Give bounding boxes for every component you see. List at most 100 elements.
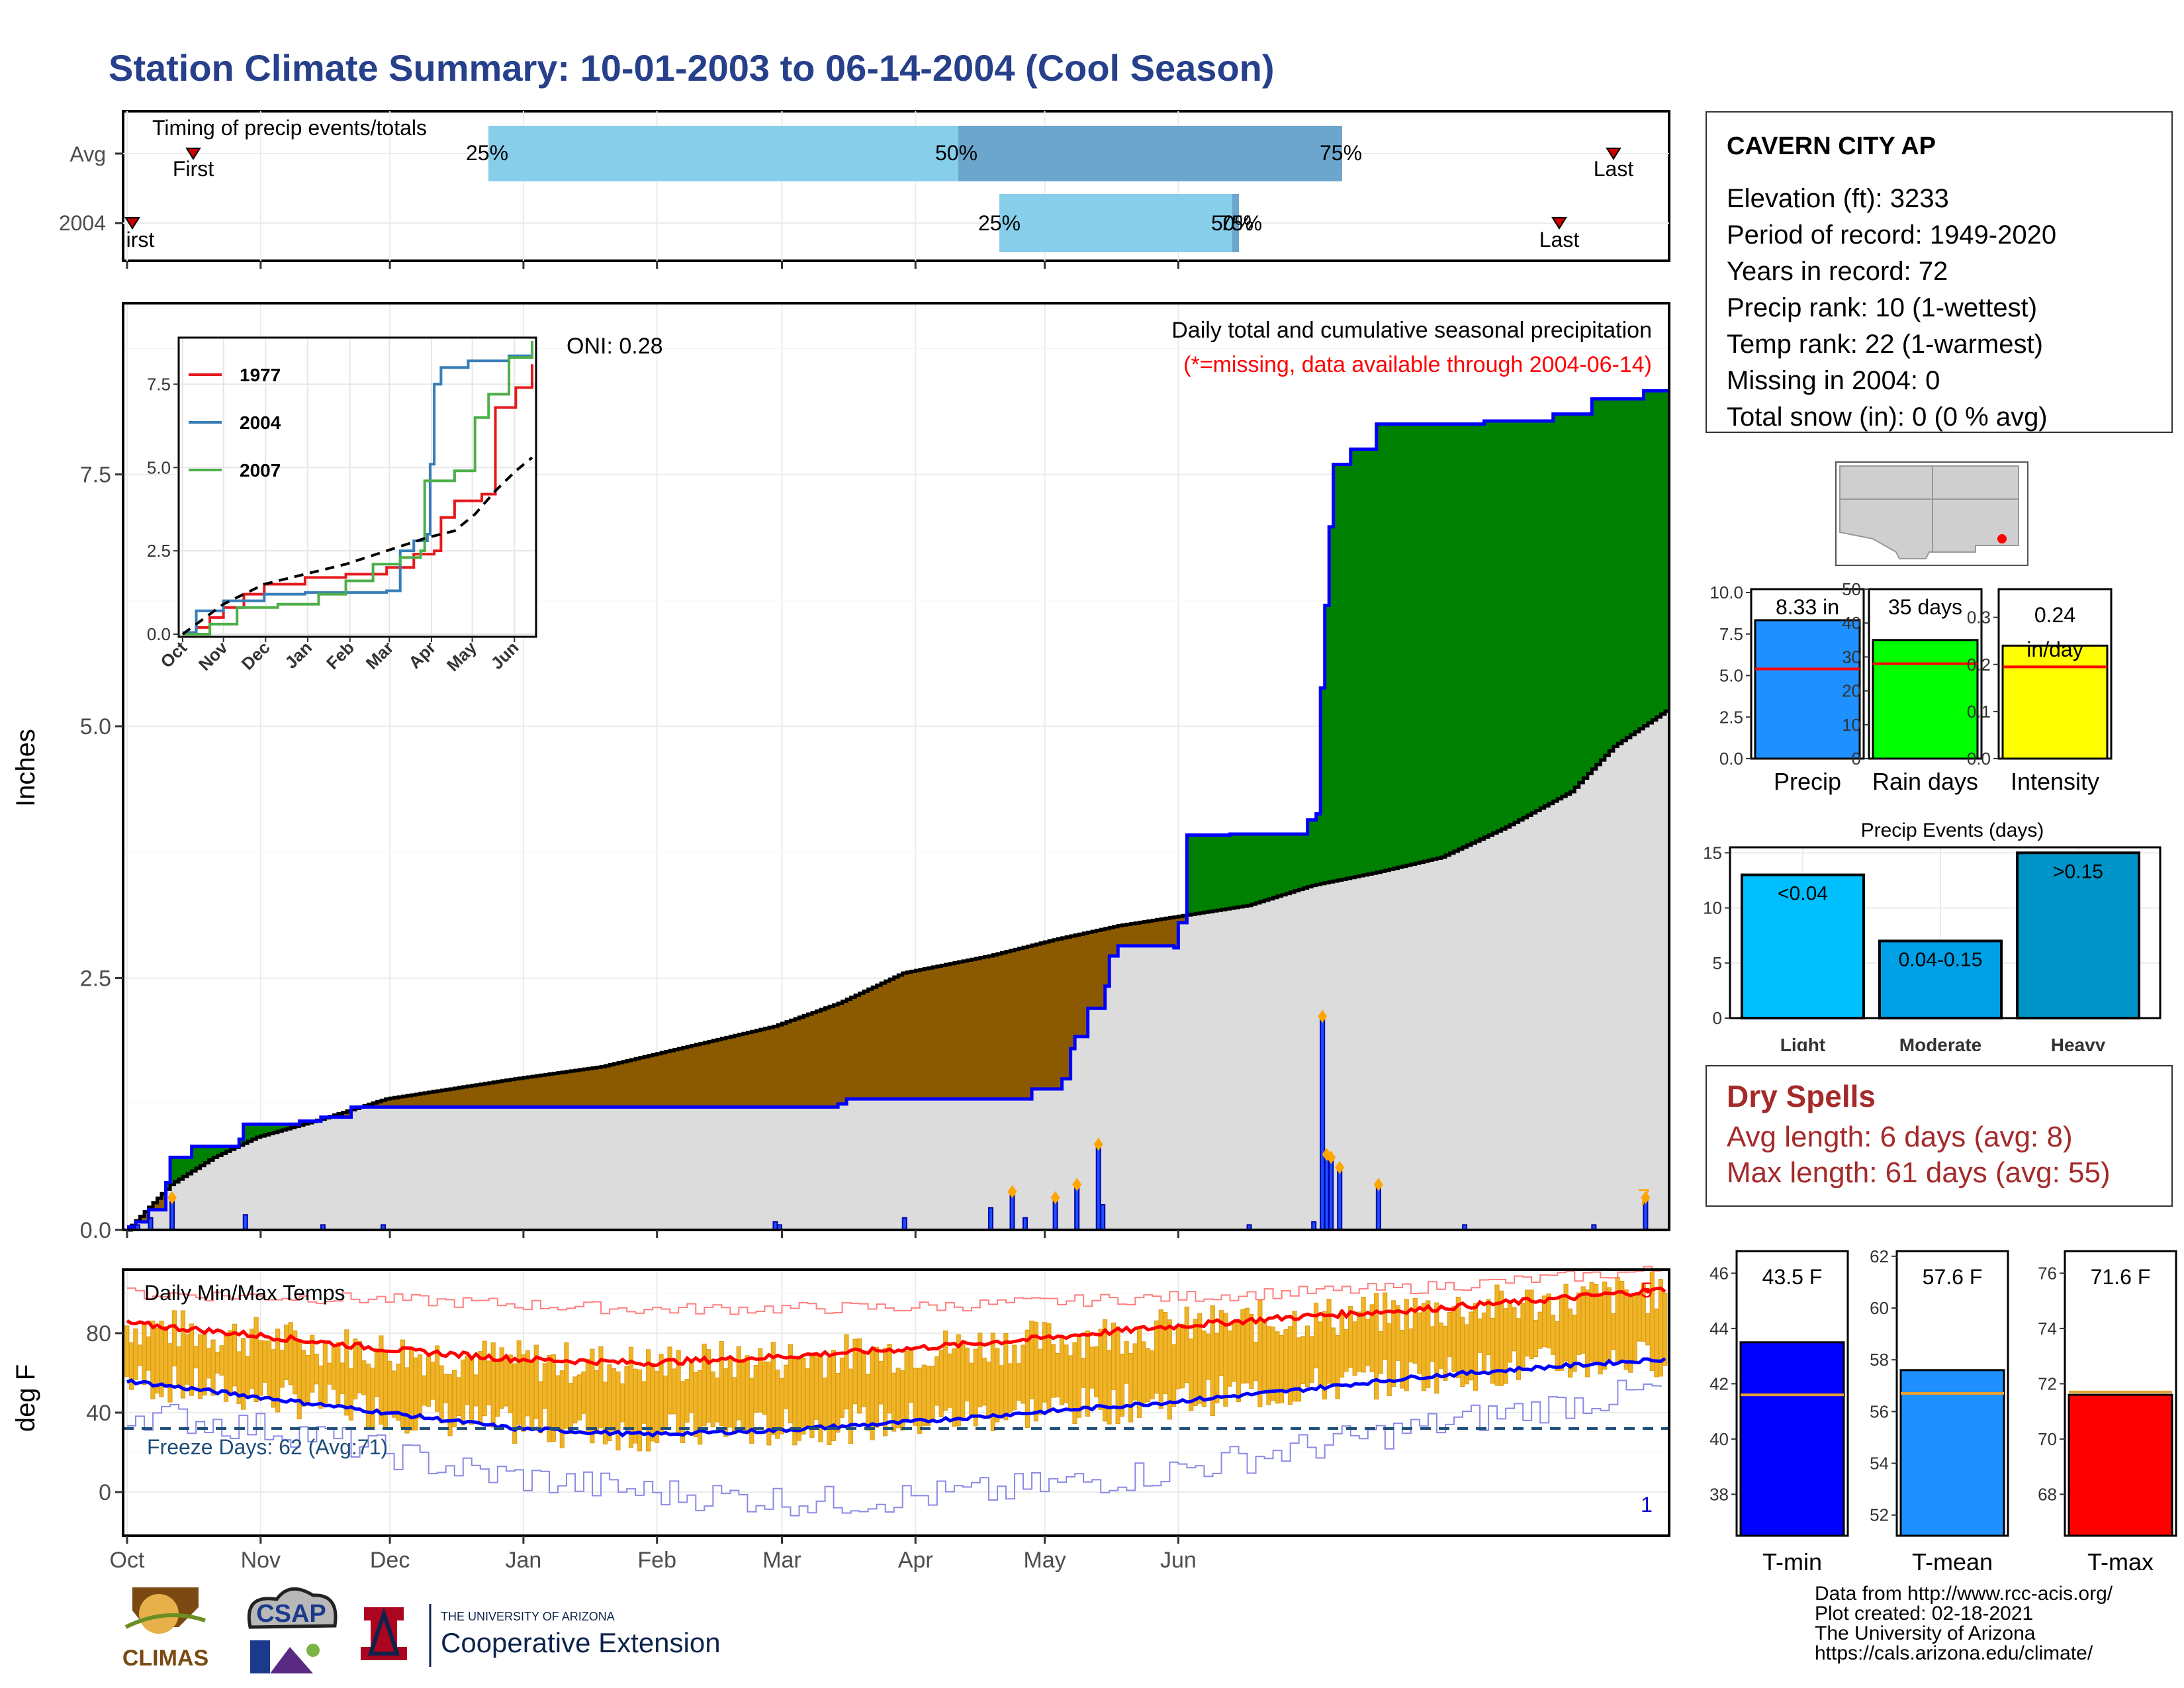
summary-ytick-label: 0.2 <box>1967 655 1991 675</box>
temp-daily-bar <box>443 1374 449 1403</box>
temp-daily-bar <box>1279 1335 1285 1403</box>
temp-daily-bar <box>305 1354 310 1406</box>
temp-daily-bar <box>288 1322 293 1385</box>
temp-daily-bar <box>659 1354 664 1433</box>
temp-daily-bar <box>1357 1311 1362 1372</box>
temp-count-lo: 1 <box>1641 1493 1653 1517</box>
daily-precip-marker <box>1050 1191 1060 1205</box>
temp-daily-bar <box>973 1348 978 1427</box>
below-average-area <box>131 915 1187 1227</box>
events-ytick-label: 15 <box>1703 843 1722 863</box>
temp-daily-bar <box>542 1363 547 1409</box>
temp-daily-bar <box>1615 1276 1620 1365</box>
y2004-p25-label: 25% <box>978 211 1021 235</box>
temp-daily-bar <box>710 1371 715 1428</box>
temp-daily-bar <box>279 1350 285 1388</box>
temp-daily-bar <box>206 1348 212 1379</box>
summary-bar-raindays <box>1872 639 1979 760</box>
temp-daily-bar <box>934 1356 940 1406</box>
summary-value-intensity: 0.24 <box>2034 603 2075 627</box>
temp-daily-bar <box>348 1368 353 1421</box>
temp-xtick-label: Dec <box>370 1548 410 1573</box>
temp-daily-bar <box>619 1383 625 1423</box>
inset-legend: 1977 2004 2007 <box>189 365 281 481</box>
daily-precip-marker <box>1326 1150 1336 1164</box>
temp-daily-bar <box>1343 1329 1349 1372</box>
temp-daily-bar <box>361 1360 367 1395</box>
summary-ytick-label: 10.0 <box>1709 583 1743 602</box>
timing-panel: Timing of precip events/totals Avg 2004 … <box>59 110 1670 269</box>
footer-credits: Data from http://www.rcc-acis.org/ Plot … <box>1815 1584 2113 1664</box>
temp-daily-bar <box>529 1361 535 1430</box>
temp-daily-bar <box>615 1371 621 1451</box>
temp-daily-bar <box>784 1364 789 1409</box>
temp-daily-bar <box>585 1358 590 1434</box>
temp-daily-bar <box>383 1351 388 1429</box>
temp-daily-bar <box>413 1357 418 1430</box>
temp-xtick-label: May <box>1023 1548 1066 1573</box>
temp-daily-bar <box>180 1310 186 1399</box>
temp-summary-value-tmax: 71.6 F <box>2091 1265 2151 1289</box>
temp-daily-bar <box>1076 1335 1082 1418</box>
inset-ytick-label: 2.5 <box>147 541 171 561</box>
temp-daily-bar <box>602 1382 608 1445</box>
record-high-line <box>127 1266 1662 1315</box>
temp-daily-bar <box>258 1340 263 1396</box>
ua-small-text: THE UNIVERSITY OF ARIZONA <box>441 1610 615 1623</box>
temp-daily-bar <box>1537 1311 1543 1349</box>
temp-summary-ytick-label: 42 <box>1709 1374 1729 1393</box>
daily-precip-bar <box>1095 1143 1101 1231</box>
temp-daily-bar <box>1016 1363 1021 1401</box>
dry-spells-box: Dry Spells Avg length: 6 days (avg: 8) M… <box>1706 1065 2173 1207</box>
temp-daily-bar <box>1447 1311 1452 1357</box>
temp-daily-bar <box>241 1338 246 1410</box>
temp-daily-bar <box>1555 1321 1560 1371</box>
temp-daily-bar <box>835 1372 841 1433</box>
y2004-last-marker <box>1551 217 1567 230</box>
events-bar-label: 0.04-0.15 <box>1899 949 1983 970</box>
temp-daily-bar <box>1383 1292 1388 1360</box>
events-bar-moderate <box>1878 939 2003 1019</box>
temp-daily-bar <box>809 1353 815 1438</box>
events-category-label: Moderate <box>1899 1035 1981 1051</box>
temp-daily-bar <box>1193 1319 1198 1406</box>
temp-daily-bar <box>1120 1354 1125 1417</box>
events-bar-light <box>1741 873 1865 1019</box>
temp-summary-bar-tmean <box>1899 1369 2005 1537</box>
avg-last-marker <box>1606 148 1621 160</box>
temp-daily-bar <box>1374 1293 1379 1400</box>
inset-ytick-label: 0.0 <box>147 624 171 644</box>
record-low-line <box>127 1380 1662 1517</box>
temp-daily-bar <box>813 1352 819 1420</box>
temp-daily-bar <box>662 1376 668 1427</box>
inset-grid <box>179 338 536 637</box>
summary-ytick-label: 0.0 <box>1719 749 1743 769</box>
footer-line-created: Plot created: 02-18-2021 <box>1815 1603 2034 1624</box>
temp-daily-bar <box>310 1335 315 1393</box>
timing-avg-bar-a <box>488 126 958 181</box>
temp-daily-bar <box>473 1374 478 1407</box>
y2004-p75-label: 75% <box>1220 211 1262 235</box>
station-period: Period of record: 1949-2020 <box>1727 220 2057 250</box>
daily-precip-marker <box>1335 1160 1345 1174</box>
summary-ytick-label: 7.5 <box>1719 624 1743 644</box>
station-name: CAVERN CITY AP <box>1727 132 1936 160</box>
temp-daily-bar <box>353 1338 358 1400</box>
daily-precip-bar <box>1023 1217 1028 1231</box>
timing-2004-bar-a <box>999 194 1235 252</box>
temp-daily-bar <box>723 1368 729 1437</box>
temp-daily-bar <box>327 1362 332 1385</box>
temp-daily-bar <box>887 1344 892 1414</box>
temp-daily-bar <box>521 1354 526 1432</box>
temp-daily-bar <box>1340 1309 1345 1378</box>
temp-summary-bar-tmin <box>1739 1341 1845 1537</box>
temp-daily-bar <box>1249 1313 1254 1389</box>
events-bar-label: <0.04 <box>1778 883 1828 905</box>
temp-daily-bar <box>253 1317 259 1403</box>
timing-label: Timing of precip events/totals <box>152 116 427 140</box>
temp-daily-bar <box>1387 1323 1392 1396</box>
temp-daily-bar <box>1201 1331 1206 1407</box>
csap-logo: CSAP <box>247 1587 338 1673</box>
footer-line-source: Data from http://www.rcc-acis.org/ <box>1815 1583 2113 1605</box>
csap-text: CSAP <box>256 1600 326 1628</box>
